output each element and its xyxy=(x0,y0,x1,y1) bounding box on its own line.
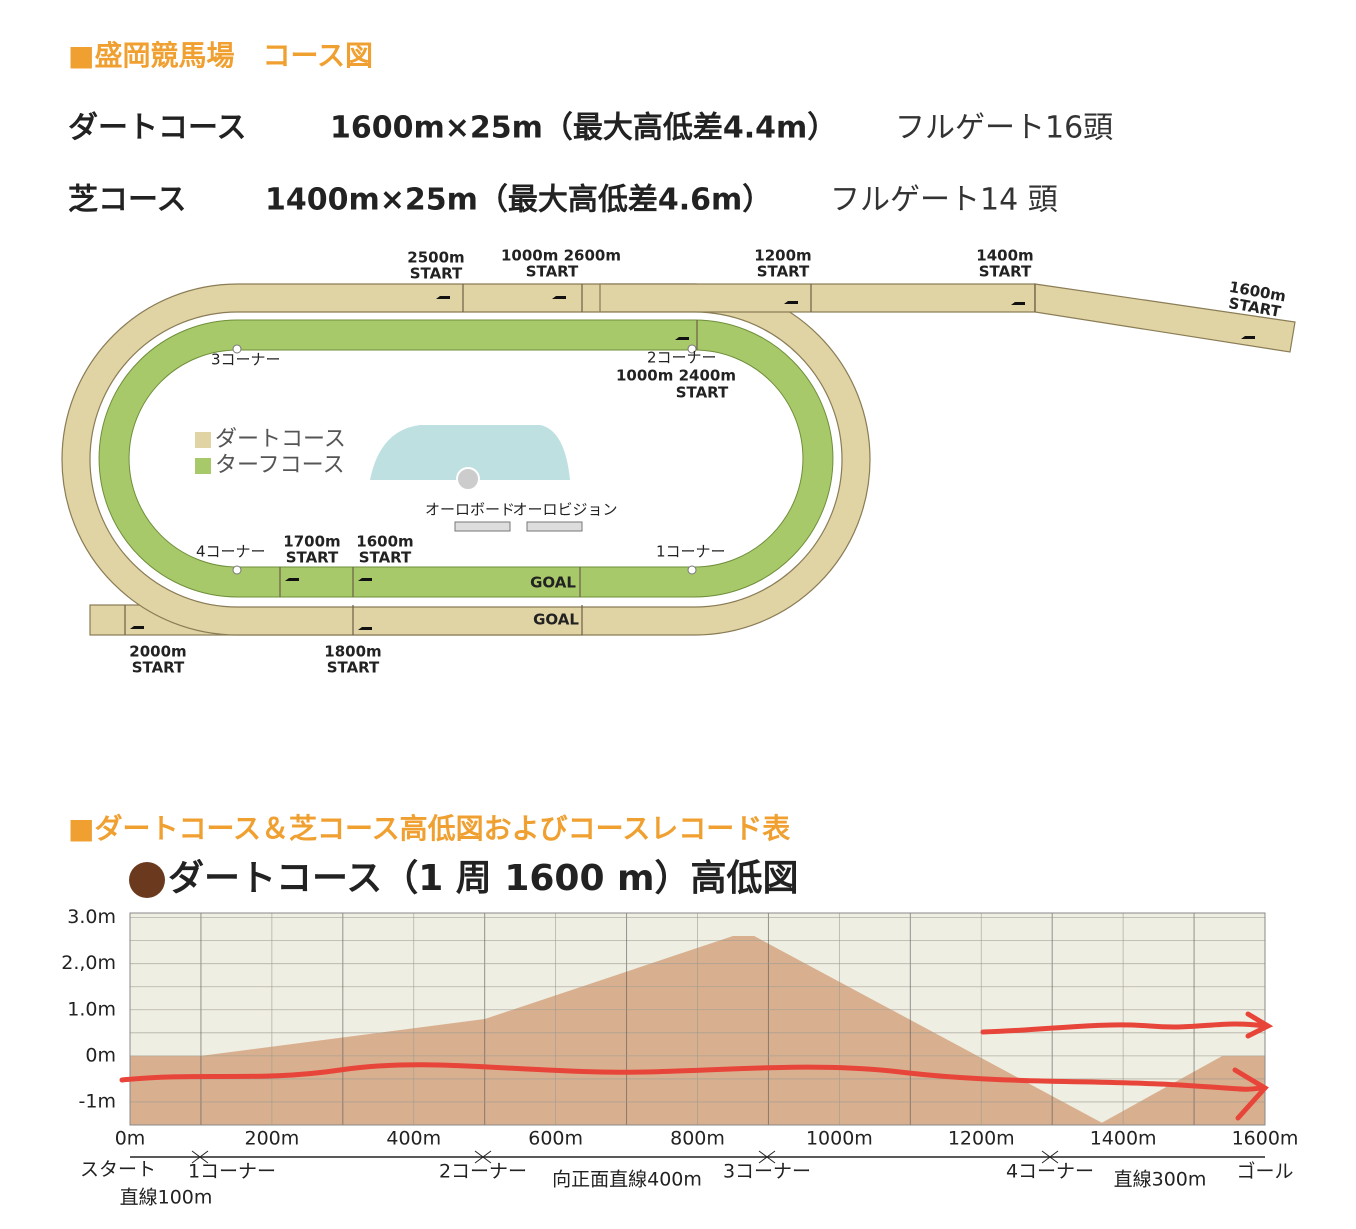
label: START xyxy=(676,384,729,402)
dividers xyxy=(124,284,1036,635)
label: 1コーナー xyxy=(656,543,726,561)
title: ■盛岡競馬場 コース図 xyxy=(68,39,373,72)
x-tick-label: 800m xyxy=(670,1128,725,1150)
x-tick-label: 1600m xyxy=(1232,1128,1299,1150)
x-tick-label: 1400m xyxy=(1090,1128,1157,1150)
vision-icon xyxy=(526,521,583,532)
label: 1800m xyxy=(324,643,381,661)
label: START xyxy=(132,659,185,677)
y-tick-label: 0m xyxy=(85,1044,116,1066)
turf-gate: フルゲート14 頭 xyxy=(830,183,1058,218)
section-label: ゴール xyxy=(1236,1161,1293,1183)
section-label: 4コーナー xyxy=(1006,1161,1094,1183)
label: START xyxy=(757,263,810,281)
legend-label: ターフコース xyxy=(215,453,345,478)
section-label: 直線300m xyxy=(1114,1169,1207,1191)
x-tick-label: 600m xyxy=(528,1128,583,1150)
section-label: 向正面直線400m xyxy=(552,1169,702,1191)
label: 2コーナー xyxy=(647,349,717,367)
dirt-gate: フルゲート16頭 xyxy=(895,111,1113,146)
label: 2000m xyxy=(129,643,186,661)
dirt-spec: 1600m×25m（最大高低差4.4m） xyxy=(330,111,837,146)
corner-posts xyxy=(232,344,697,575)
label: 1600m xyxy=(356,533,413,551)
label: START xyxy=(410,265,463,283)
label: 3コーナー xyxy=(211,351,281,369)
board-icon xyxy=(454,521,511,532)
label: 1000m 2600m xyxy=(501,247,621,265)
turf-name: 芝コース xyxy=(68,183,187,218)
back-straight xyxy=(599,283,1036,313)
y-tick-label: 1.0m xyxy=(67,998,116,1020)
turf-spec: 1400m×25m（最大高低差4.6m） xyxy=(265,183,772,218)
label: START xyxy=(526,263,579,281)
elevation-chart: 3.0m 2.,0m 1.0m 0m -1m 0m 200m 400m 600m 800m 1000… xyxy=(61,906,1298,1208)
label: 1400m xyxy=(976,247,1033,265)
section-arrow xyxy=(191,1150,209,1164)
label: オーロボード xyxy=(425,501,515,519)
y-tick-label: 3.0m xyxy=(67,906,116,928)
x-tick-label: 400m xyxy=(386,1128,441,1150)
section-arrow xyxy=(758,1150,776,1164)
label: START xyxy=(359,549,412,567)
x-tick-label: 1200m xyxy=(948,1128,1015,1150)
section-arrow xyxy=(474,1150,492,1164)
pond xyxy=(456,467,480,491)
section-label: 1コーナー xyxy=(188,1161,276,1183)
section-label: スタート xyxy=(80,1159,156,1181)
x-tick-label: 1000m xyxy=(806,1128,873,1150)
label: オーロビジョン xyxy=(512,501,617,519)
y-tick-label: 2.,0m xyxy=(61,952,116,974)
stand xyxy=(370,425,570,480)
section-arrow xyxy=(1041,1150,1059,1164)
dirt-name: ダートコース xyxy=(68,111,247,146)
plot-frame xyxy=(129,912,1266,1126)
label: START xyxy=(327,659,380,677)
label: GOAL xyxy=(533,611,579,629)
chart-title: ダートコース（1 周 1600 m）高低図 xyxy=(168,858,799,899)
x-tick-label: 200m xyxy=(244,1128,299,1150)
legend-swatch xyxy=(195,432,211,448)
section-label: 3コーナー xyxy=(723,1161,811,1183)
label: START xyxy=(286,549,339,567)
label: START xyxy=(979,263,1032,281)
label: 2500m xyxy=(407,249,464,267)
section-label: 直線100m xyxy=(120,1187,213,1209)
label: 1200m xyxy=(754,247,811,265)
legend-swatch xyxy=(195,458,211,474)
section-title: ■ダートコース＆芝コース高低図およびコースレコード表 xyxy=(68,812,790,845)
label: 1700m xyxy=(283,533,340,551)
legend-label: ダートコース xyxy=(215,427,346,452)
y-tick-label: -1m xyxy=(79,1090,116,1112)
hand-drawn-annotation xyxy=(119,1011,1274,1121)
label: 1000m 2400m xyxy=(616,367,736,385)
label: GOAL xyxy=(530,574,576,592)
course-map: 2500m START 1000m 2600m START 1200m STAR… xyxy=(61,247,1296,677)
bullet xyxy=(129,862,165,898)
section-label: 2コーナー xyxy=(439,1161,527,1183)
x-tick-label: 0m xyxy=(115,1128,146,1150)
start-flags xyxy=(130,296,1255,630)
label: 4コーナー xyxy=(196,543,266,561)
